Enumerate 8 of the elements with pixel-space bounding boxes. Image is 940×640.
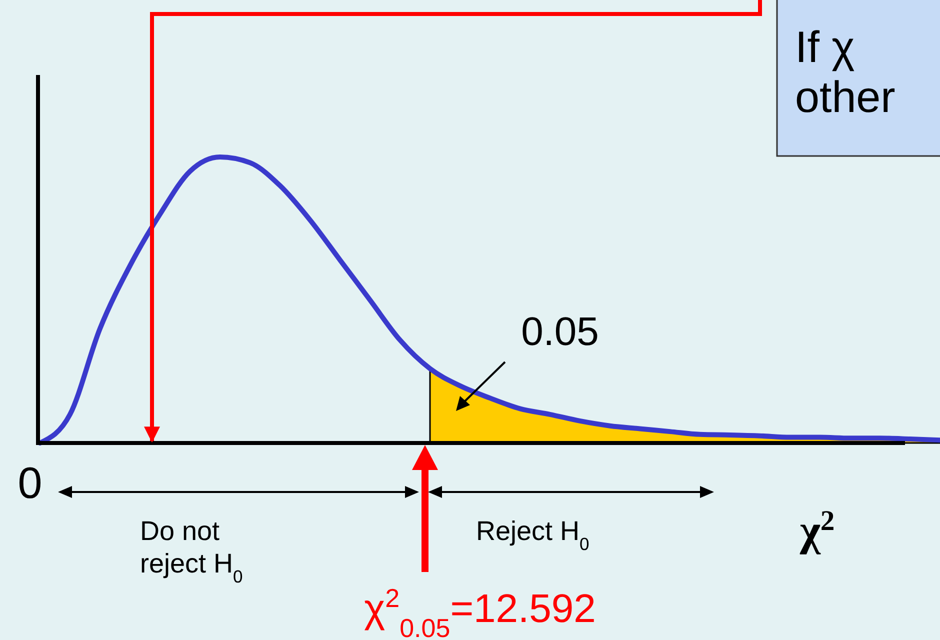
text: χ$^{2}$$_{0.05}$=12.592 [364,583,596,640]
annotation: 0.05 [521,310,599,354]
text: 0 [18,459,42,508]
x-axis-title: χ$^{2}$ [799,506,835,555]
text: Reject H$_{0}$ [476,516,590,554]
text: Do not reject H$_{0}$ [140,516,244,586]
text: If χ [795,23,855,72]
text: other [795,73,896,122]
